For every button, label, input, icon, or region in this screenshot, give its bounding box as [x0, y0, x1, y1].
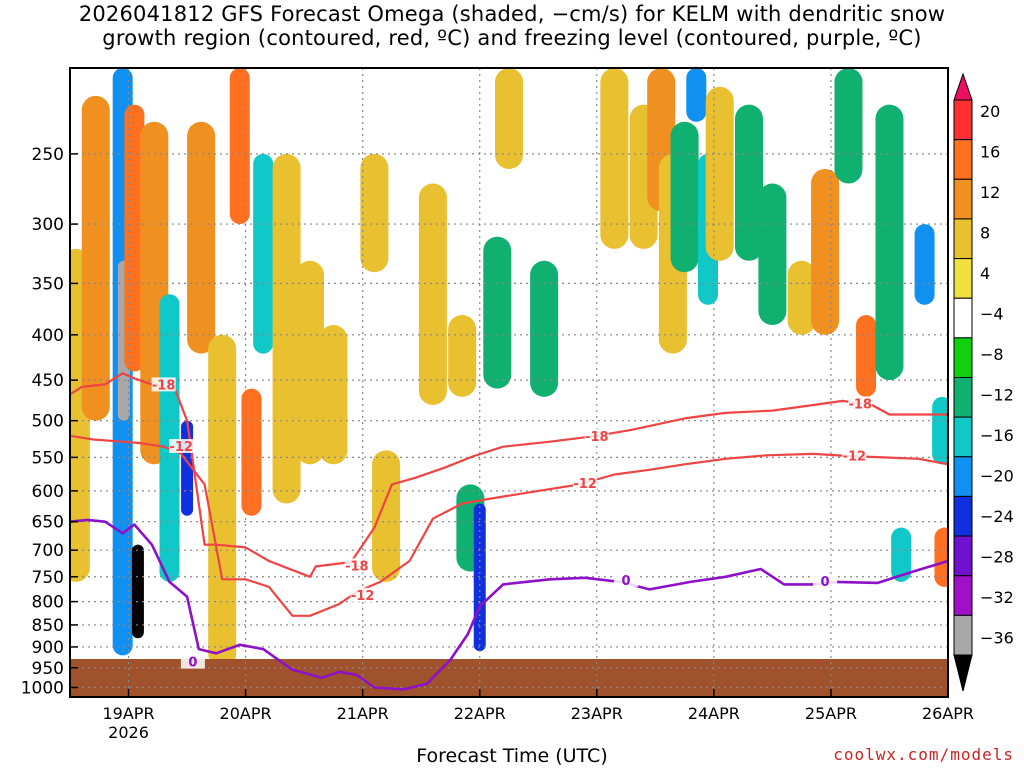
colorbar-label: −36 [980, 629, 1014, 648]
contour-line-m18 [70, 373, 948, 577]
omega-shaded-cell [419, 184, 447, 405]
colorbar-box [954, 338, 972, 378]
colorbar-box [954, 576, 972, 616]
contour-label: 0 [188, 656, 197, 671]
colorbar-label: 12 [980, 183, 1000, 202]
omega-shaded-cell [483, 237, 511, 389]
y-tick-label: 350 [32, 274, 64, 294]
colorbar-box [954, 100, 972, 140]
colorbar-box [954, 496, 972, 536]
y-tick-label: 550 [32, 448, 64, 468]
omega-shaded-cell [875, 105, 903, 380]
omega-shaded-cell [811, 169, 839, 335]
colorbar-label: 4 [980, 264, 990, 283]
omega-shaded-cell [208, 335, 236, 668]
x-tick-label: 22APR [454, 704, 506, 723]
omega-shaded-cell [372, 450, 400, 582]
colorbar-label: −16 [980, 426, 1014, 445]
chart-title: 2026041812 GFS Forecast Omega (shaded, −… [0, 2, 1024, 50]
colorbar-label: −4 [980, 305, 1004, 324]
contour-label: -12 [573, 477, 597, 492]
colorbar-box [954, 536, 972, 576]
omega-shaded-cell [160, 294, 180, 582]
colorbar-label: −8 [980, 345, 1004, 364]
x-tick-label: 25APR [805, 704, 857, 723]
colorbar-label: −32 [980, 588, 1014, 607]
y-tick-label: 300 [32, 215, 64, 235]
colorbar-label: 8 [980, 224, 990, 243]
colorbar-box [954, 179, 972, 219]
chart-title-line2: growth region (contoured, red, ºC) and f… [0, 26, 1024, 50]
colorbar-label: −24 [980, 507, 1014, 526]
x-tick-label: 21APR [337, 704, 389, 723]
y-tick-label: 700 [32, 541, 64, 561]
colorbar-box [954, 615, 972, 655]
omega-shaded-cell [241, 389, 261, 516]
colorbar-box [954, 298, 972, 338]
x-tick-label: 26APR [922, 704, 974, 723]
omega-shaded-cell [230, 68, 250, 224]
omega-shaded-cell [530, 261, 558, 397]
omega-shaded-cell [856, 315, 876, 397]
colorbar-bottom-arrow [954, 655, 972, 691]
x-tick-label: 20APR [220, 704, 272, 723]
colorbar-box [954, 219, 972, 259]
y-tick-label: 900 [32, 638, 64, 658]
y-tick-label: 950 [32, 659, 64, 679]
omega-shaded-cell [934, 528, 954, 587]
colorbar-box [954, 457, 972, 497]
colorbar-box [954, 378, 972, 418]
colorbar-box [954, 140, 972, 180]
y-tick-label: 750 [32, 568, 64, 588]
chart-title-line1: 2026041812 GFS Forecast Omega (shaded, −… [0, 2, 1024, 26]
x-tick-year-label: 2026 [108, 723, 149, 742]
y-tick-label: 600 [32, 482, 64, 502]
omega-shaded-cell [758, 184, 786, 326]
colorbar-label: 20 [980, 102, 1000, 121]
contour-label: -12 [843, 449, 867, 464]
omega-shaded-cell [82, 96, 110, 421]
contour-label: -18 [152, 378, 176, 393]
contour-label: -18 [345, 559, 369, 574]
colorbar-label: −28 [980, 548, 1014, 567]
omega-shaded-cell [915, 224, 935, 305]
omega-shaded-cell [253, 154, 273, 354]
contour-label: 0 [821, 575, 830, 590]
x-tick-label: 23APR [571, 704, 623, 723]
omega-shaded-cell [600, 68, 628, 249]
y-tick-label: 800 [32, 593, 64, 613]
colorbar-label: 16 [980, 143, 1000, 162]
omega-shaded-cell [448, 315, 476, 397]
omega-shaded-cell [319, 325, 347, 464]
colorbar-box [954, 417, 972, 457]
omega-shaded-cell [187, 122, 215, 354]
omega-shaded-cell [834, 68, 862, 184]
colorbar-label: −20 [980, 467, 1014, 486]
y-tick-label: 400 [32, 326, 64, 346]
omega-shaded-cell [686, 68, 706, 122]
y-tick-label: 450 [32, 371, 64, 391]
contour-label: -12 [169, 440, 193, 455]
omega-shaded-cell [360, 154, 388, 272]
x-tick-label: 19APR [102, 704, 154, 723]
contour-label: -18 [585, 430, 609, 445]
y-tick-label: 650 [32, 513, 64, 533]
contour-label: 0 [622, 574, 631, 589]
y-tick-label: 1000 [21, 678, 64, 698]
x-tick-label: 24APR [688, 704, 740, 723]
y-tick-label: 250 [32, 145, 64, 165]
colorbar-top-arrow [954, 74, 972, 100]
omega-shaded-cell [132, 545, 144, 639]
y-tick-label: 500 [32, 412, 64, 432]
site-credit-link[interactable]: coolwx.com/models [833, 745, 1014, 764]
omega-shaded-cell [706, 87, 734, 261]
colorbar-box [954, 259, 972, 299]
omega-shaded-cell [932, 397, 952, 464]
y-tick-label: 850 [32, 616, 64, 636]
colorbar-label: −12 [980, 386, 1014, 405]
contour-label: -12 [351, 589, 375, 604]
omega-shaded-cell [671, 122, 699, 272]
contour-label: -18 [848, 397, 872, 412]
